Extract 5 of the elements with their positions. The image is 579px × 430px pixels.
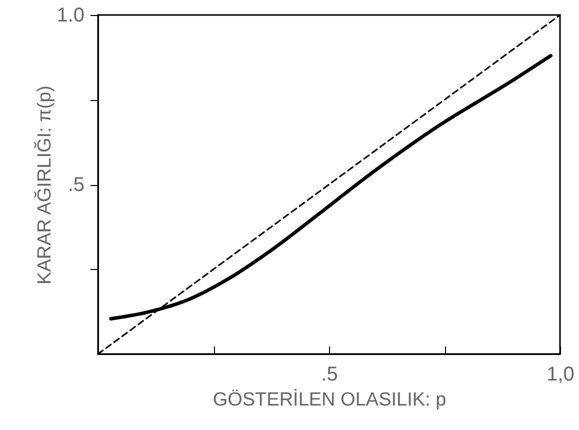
y-tick-label: 1.0 <box>56 4 84 26</box>
line-series <box>109 54 553 320</box>
x-axis-title: GÖSTERİLEN OLASILIK: p <box>212 388 446 410</box>
x-tick-label: 1,0 <box>546 364 574 386</box>
y-axis-title: KARAR AĞIRLIĞI: π(p) <box>34 86 56 284</box>
